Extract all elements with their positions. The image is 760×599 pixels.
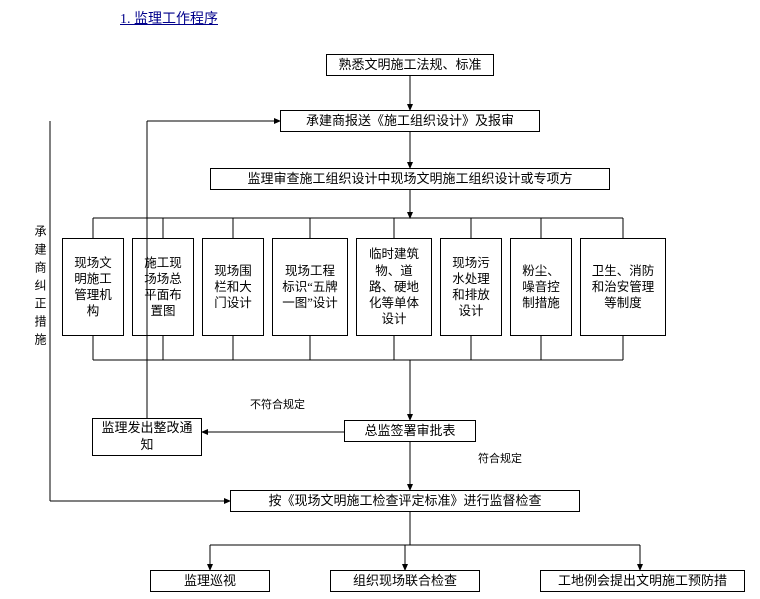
node-notify: 监理发出整改通知 <box>92 418 202 456</box>
node-r2: 施工现场场总平面布置图 <box>132 238 194 336</box>
section-title: 1. 监理工作程序 <box>120 8 218 28</box>
node-b2: 组织现场联合检查 <box>330 570 480 592</box>
label-ok: 符合规定 <box>478 450 522 466</box>
node-r1: 现场文明施工管理机构 <box>62 238 124 336</box>
node-n4: 总监签署审批表 <box>344 420 476 442</box>
node-r7: 粉尘、噪音控制措施 <box>510 238 572 336</box>
node-b1: 监理巡视 <box>150 570 270 592</box>
node-n2: 承建商报送《施工组织设计》及报审 <box>280 110 540 132</box>
node-r3: 现场围栏和大门设计 <box>202 238 264 336</box>
label-fail: 不符合规定 <box>250 396 305 412</box>
node-b3: 工地例会提出文明施工预防措 <box>540 570 745 592</box>
node-n3: 监理审查施工组织设计中现场文明施工组织设计或专项方 <box>210 168 610 190</box>
node-r6: 现场污水处理和排放设计 <box>440 238 502 336</box>
node-r5: 临时建筑物、道路、硬地化等单体设计 <box>356 238 432 336</box>
vertical-note: 承建商纠正措施 <box>32 225 49 351</box>
node-n1: 熟悉文明施工法规、标准 <box>326 54 494 76</box>
node-n5: 按《现场文明施工检查评定标准》进行监督检查 <box>230 490 580 512</box>
node-r8: 卫生、消防和治安管理等制度 <box>580 238 666 336</box>
node-r4: 现场工程标识“五牌一图”设计 <box>272 238 348 336</box>
